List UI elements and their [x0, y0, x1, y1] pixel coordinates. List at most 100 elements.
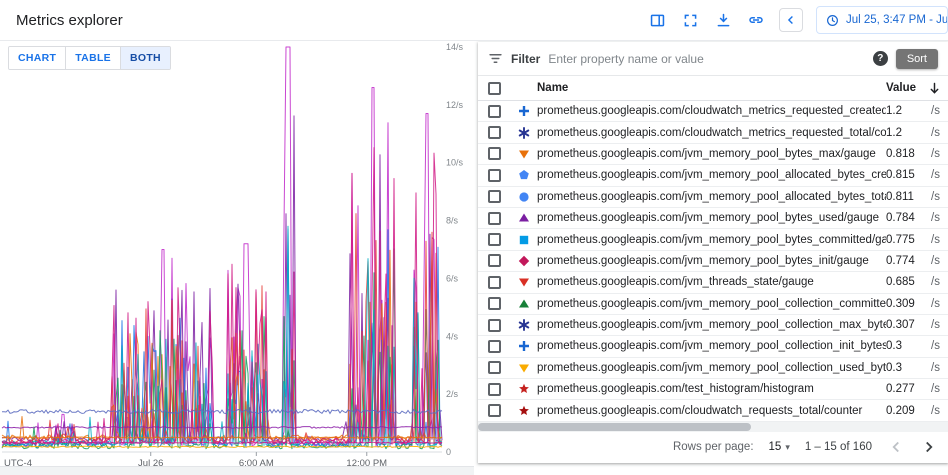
tab-table[interactable]: TABLE — [65, 47, 120, 69]
metric-name[interactable]: prometheus.googleapis.com/test_histogram… — [537, 383, 814, 396]
metrics-chart[interactable]: 14/s 12/s 10/s 8/s 6/s 4/s 2/s 0 UTC-4 Jul 26 6:00… — [0, 42, 472, 466]
metric-value: 0.277 — [886, 383, 915, 396]
metric-name[interactable]: prometheus.googleapis.com/jvm_memory_poo… — [537, 297, 886, 310]
series-triangle-down-icon — [518, 362, 530, 374]
table-row[interactable]: prometheus.googleapis.com/cloudwatch_req… — [478, 400, 948, 422]
metric-unit: /s — [931, 190, 940, 203]
row-checkbox[interactable] — [488, 233, 501, 247]
filter-label: Filter — [511, 51, 541, 66]
column-header-value[interactable]: Value — [886, 82, 917, 94]
row-checkbox[interactable] — [488, 147, 501, 161]
rows-per-page-select[interactable]: 15 ▾ — [769, 441, 790, 453]
download-icon[interactable] — [711, 8, 735, 32]
metric-unit: /s — [931, 254, 940, 267]
table-header: Name Value — [478, 76, 948, 101]
row-checkbox[interactable] — [488, 361, 501, 375]
metric-name[interactable]: prometheus.googleapis.com/jvm_memory_poo… — [537, 212, 880, 225]
metric-name[interactable]: prometheus.googleapis.com/jvm_memory_poo… — [537, 169, 886, 182]
row-checkbox[interactable] — [488, 104, 501, 118]
select-all-checkbox[interactable] — [488, 81, 501, 95]
metric-name[interactable]: prometheus.googleapis.com/cloudwatch_met… — [537, 105, 886, 118]
page-title: Metrics explorer — [16, 11, 123, 29]
metric-name[interactable]: prometheus.googleapis.com/jvm_memory_poo… — [537, 190, 886, 203]
table-row[interactable]: prometheus.googleapis.com/jvm_memory_poo… — [478, 229, 948, 251]
series-circle-icon — [518, 191, 530, 203]
row-checkbox[interactable] — [488, 297, 501, 311]
metric-unit: /s — [931, 276, 940, 289]
metric-unit: /s — [931, 169, 940, 182]
y-axis-label: 14/s — [446, 42, 464, 52]
chart-series-flat-yellow — [1, 445, 443, 448]
x-axis-label: UTC-4 — [4, 458, 32, 466]
metric-value: 0.811 — [886, 190, 914, 203]
column-header-name[interactable]: Name — [537, 82, 569, 94]
metric-unit: /s — [931, 233, 940, 246]
tab-both[interactable]: BOTH — [119, 47, 170, 69]
tab-chart[interactable]: CHART — [9, 47, 66, 69]
horizontal-scrollbar[interactable] — [478, 421, 948, 432]
metrics-table-card: Filter ? Sort Name Value prometheus.goog… — [478, 42, 948, 463]
row-checkbox[interactable] — [488, 126, 501, 140]
chart-series-flat-slate-blue — [1, 408, 443, 415]
metric-name[interactable]: prometheus.googleapis.com/cloudwatch_met… — [537, 126, 886, 139]
collapse-panel-button[interactable] — [779, 8, 803, 32]
pagination: Rows per page: 15 ▾ 1 – 15 of 160 — [478, 432, 948, 463]
table-row[interactable]: prometheus.googleapis.com/cloudwatch_met… — [478, 101, 948, 123]
metric-name[interactable]: prometheus.googleapis.com/jvm_memory_poo… — [537, 340, 886, 353]
sort-descending-arrow-icon[interactable] — [929, 82, 940, 95]
table-row[interactable]: prometheus.googleapis.com/test_histogram… — [478, 379, 948, 401]
metric-value: 0.3 — [886, 340, 902, 353]
metric-name[interactable]: prometheus.googleapis.com/jvm_memory_poo… — [537, 319, 886, 332]
link-icon[interactable] — [744, 8, 768, 32]
metric-name[interactable]: prometheus.googleapis.com/jvm_memory_poo… — [537, 361, 886, 374]
table-row[interactable]: prometheus.googleapis.com/jvm_memory_poo… — [478, 165, 948, 187]
table-row[interactable]: prometheus.googleapis.com/jvm_memory_poo… — [478, 315, 948, 337]
header-toolbar: Jul 25, 3:47 PM - Jul 26, 3:4 — [645, 6, 948, 34]
row-checkbox[interactable] — [488, 211, 501, 225]
metric-name[interactable]: prometheus.googleapis.com/jvm_memory_poo… — [537, 233, 886, 246]
series-pentagon-icon — [518, 169, 530, 181]
row-checkbox[interactable] — [488, 339, 501, 353]
table-row[interactable]: prometheus.googleapis.com/jvm_memory_poo… — [478, 208, 948, 230]
filter-input[interactable] — [548, 51, 865, 66]
table-row[interactable]: prometheus.googleapis.com/jvm_memory_poo… — [478, 251, 948, 273]
metric-value: 0.209 — [886, 404, 915, 417]
y-axis-label: 4/s — [446, 331, 459, 341]
series-triangle-up-icon — [518, 212, 530, 224]
dropdown-caret-icon: ▾ — [785, 441, 790, 452]
metric-name[interactable]: prometheus.googleapis.com/jvm_threads_st… — [537, 276, 814, 289]
sort-button[interactable]: Sort — [895, 48, 938, 69]
y-axis-label: 0 — [446, 447, 451, 457]
next-page-button[interactable] — [920, 438, 938, 456]
row-checkbox[interactable] — [488, 168, 501, 182]
table-row[interactable]: prometheus.googleapis.com/jvm_memory_poo… — [478, 294, 948, 315]
fullscreen-icon[interactable] — [678, 8, 702, 32]
series-triangle-down-icon — [518, 276, 530, 288]
previous-page-button[interactable] — [887, 438, 905, 456]
metric-value: 1.2 — [886, 126, 902, 139]
table-row[interactable]: prometheus.googleapis.com/jvm_memory_poo… — [478, 187, 948, 208]
metric-name[interactable]: prometheus.googleapis.com/cloudwatch_req… — [537, 404, 863, 417]
row-checkbox[interactable] — [488, 190, 501, 204]
time-range-label: Jul 25, 3:47 PM - Jul 26, 3:4 — [846, 14, 948, 26]
table-row[interactable]: prometheus.googleapis.com/jvm_threads_st… — [478, 272, 948, 294]
table-row[interactable]: prometheus.googleapis.com/jvm_memory_poo… — [478, 358, 948, 380]
row-checkbox[interactable] — [488, 275, 501, 289]
time-range-button[interactable]: Jul 25, 3:47 PM - Jul 26, 3:4 — [816, 6, 948, 34]
table-row[interactable]: prometheus.googleapis.com/jvm_memory_poo… — [478, 336, 948, 358]
series-triangle-down-icon — [518, 148, 530, 160]
series-asterisk-icon — [518, 319, 530, 332]
row-checkbox[interactable] — [488, 382, 501, 396]
row-checkbox[interactable] — [488, 254, 501, 268]
metric-value: 0.309 — [886, 297, 915, 310]
legend-toggle-icon[interactable] — [645, 8, 669, 32]
metric-name[interactable]: prometheus.googleapis.com/jvm_memory_poo… — [537, 147, 876, 160]
series-triangle-up-icon — [518, 298, 530, 310]
table-row[interactable]: prometheus.googleapis.com/jvm_memory_poo… — [478, 144, 948, 166]
help-icon[interactable]: ? — [872, 51, 888, 66]
scrollbar-thumb[interactable] — [478, 422, 751, 431]
row-checkbox[interactable] — [488, 404, 501, 418]
table-row[interactable]: prometheus.googleapis.com/cloudwatch_met… — [478, 122, 948, 144]
metric-name[interactable]: prometheus.googleapis.com/jvm_memory_poo… — [537, 254, 869, 267]
row-checkbox[interactable] — [488, 318, 501, 332]
